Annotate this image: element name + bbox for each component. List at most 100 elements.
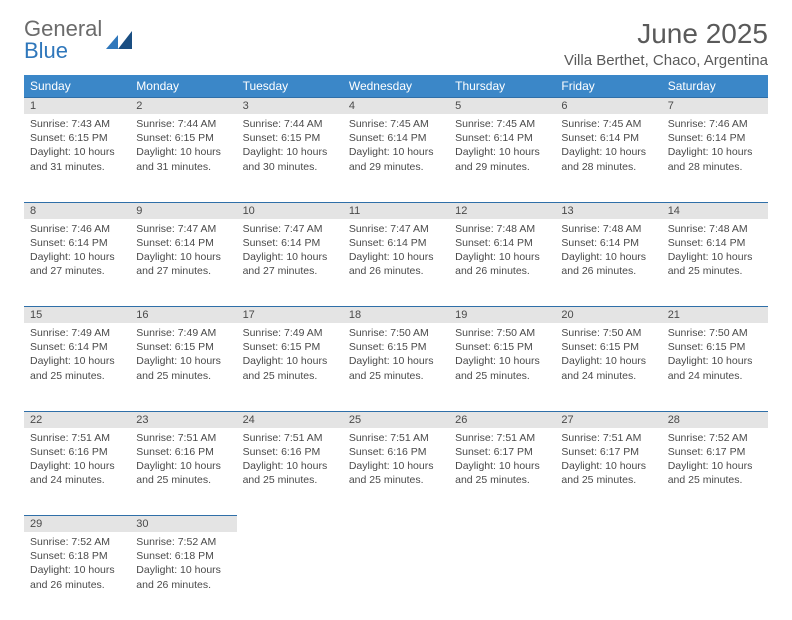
day-detail-cell: Sunrise: 7:44 AMSunset: 6:15 PMDaylight:… bbox=[130, 114, 236, 202]
sunrise-line: Sunrise: 7:47 AM bbox=[136, 222, 230, 236]
daylight-line: Daylight: 10 hours and 30 minutes. bbox=[243, 145, 337, 173]
sunrise-line: Sunrise: 7:52 AM bbox=[668, 431, 762, 445]
day-number-cell: 29 bbox=[24, 516, 130, 533]
day-detail-row: Sunrise: 7:46 AMSunset: 6:14 PMDaylight:… bbox=[24, 219, 768, 307]
day-detail-cell: Sunrise: 7:49 AMSunset: 6:15 PMDaylight:… bbox=[237, 323, 343, 411]
sunset-line: Sunset: 6:14 PM bbox=[243, 236, 337, 250]
sunset-line: Sunset: 6:14 PM bbox=[30, 340, 124, 354]
sunset-line: Sunset: 6:15 PM bbox=[349, 340, 443, 354]
sunrise-line: Sunrise: 7:51 AM bbox=[561, 431, 655, 445]
weekday-header: Saturday bbox=[662, 75, 768, 98]
day-number-cell: 12 bbox=[449, 202, 555, 219]
day-number-cell: 3 bbox=[237, 98, 343, 115]
day-number-cell: 14 bbox=[662, 202, 768, 219]
day-number-cell bbox=[662, 516, 768, 533]
daylight-line: Daylight: 10 hours and 26 minutes. bbox=[349, 250, 443, 278]
daylight-line: Daylight: 10 hours and 24 minutes. bbox=[668, 354, 762, 382]
weekday-header: Friday bbox=[555, 75, 661, 98]
day-detail-cell: Sunrise: 7:46 AMSunset: 6:14 PMDaylight:… bbox=[662, 114, 768, 202]
day-detail-cell: Sunrise: 7:47 AMSunset: 6:14 PMDaylight:… bbox=[130, 219, 236, 307]
daylight-line: Daylight: 10 hours and 25 minutes. bbox=[349, 459, 443, 487]
daylight-line: Daylight: 10 hours and 25 minutes. bbox=[30, 354, 124, 382]
daylight-line: Daylight: 10 hours and 25 minutes. bbox=[668, 459, 762, 487]
sunset-line: Sunset: 6:15 PM bbox=[561, 340, 655, 354]
day-detail-row: Sunrise: 7:49 AMSunset: 6:14 PMDaylight:… bbox=[24, 323, 768, 411]
day-detail-cell: Sunrise: 7:50 AMSunset: 6:15 PMDaylight:… bbox=[449, 323, 555, 411]
sunset-line: Sunset: 6:14 PM bbox=[455, 131, 549, 145]
sunset-line: Sunset: 6:15 PM bbox=[136, 131, 230, 145]
day-detail-cell: Sunrise: 7:50 AMSunset: 6:15 PMDaylight:… bbox=[343, 323, 449, 411]
day-detail-cell bbox=[237, 532, 343, 620]
day-detail-cell: Sunrise: 7:46 AMSunset: 6:14 PMDaylight:… bbox=[24, 219, 130, 307]
sunset-line: Sunset: 6:15 PM bbox=[243, 340, 337, 354]
day-detail-cell: Sunrise: 7:51 AMSunset: 6:16 PMDaylight:… bbox=[237, 428, 343, 516]
day-detail-cell: Sunrise: 7:49 AMSunset: 6:14 PMDaylight:… bbox=[24, 323, 130, 411]
sunset-line: Sunset: 6:16 PM bbox=[30, 445, 124, 459]
daylight-line: Daylight: 10 hours and 25 minutes. bbox=[136, 354, 230, 382]
location-subtitle: Villa Berthet, Chaco, Argentina bbox=[564, 52, 768, 69]
daylight-line: Daylight: 10 hours and 26 minutes. bbox=[30, 563, 124, 591]
day-number-cell: 9 bbox=[130, 202, 236, 219]
day-number-cell: 28 bbox=[662, 411, 768, 428]
day-number-cell: 22 bbox=[24, 411, 130, 428]
day-number-cell: 16 bbox=[130, 307, 236, 324]
daylight-line: Daylight: 10 hours and 25 minutes. bbox=[455, 459, 549, 487]
sunset-line: Sunset: 6:15 PM bbox=[243, 131, 337, 145]
sunset-line: Sunset: 6:14 PM bbox=[136, 236, 230, 250]
sunset-line: Sunset: 6:16 PM bbox=[136, 445, 230, 459]
day-number-cell: 24 bbox=[237, 411, 343, 428]
sunset-line: Sunset: 6:16 PM bbox=[243, 445, 337, 459]
sunset-line: Sunset: 6:17 PM bbox=[668, 445, 762, 459]
daylight-line: Daylight: 10 hours and 25 minutes. bbox=[243, 354, 337, 382]
day-detail-cell: Sunrise: 7:50 AMSunset: 6:15 PMDaylight:… bbox=[662, 323, 768, 411]
sunrise-line: Sunrise: 7:47 AM bbox=[243, 222, 337, 236]
sunrise-line: Sunrise: 7:48 AM bbox=[668, 222, 762, 236]
day-number-cell: 11 bbox=[343, 202, 449, 219]
day-detail-cell: Sunrise: 7:52 AMSunset: 6:17 PMDaylight:… bbox=[662, 428, 768, 516]
sunrise-line: Sunrise: 7:48 AM bbox=[455, 222, 549, 236]
day-detail-cell: Sunrise: 7:48 AMSunset: 6:14 PMDaylight:… bbox=[662, 219, 768, 307]
day-number-cell: 18 bbox=[343, 307, 449, 324]
sunrise-line: Sunrise: 7:45 AM bbox=[561, 117, 655, 131]
day-detail-cell: Sunrise: 7:45 AMSunset: 6:14 PMDaylight:… bbox=[449, 114, 555, 202]
sunset-line: Sunset: 6:15 PM bbox=[668, 340, 762, 354]
day-number-cell: 4 bbox=[343, 98, 449, 115]
sunrise-line: Sunrise: 7:51 AM bbox=[243, 431, 337, 445]
day-number-cell bbox=[555, 516, 661, 533]
day-detail-row: Sunrise: 7:43 AMSunset: 6:15 PMDaylight:… bbox=[24, 114, 768, 202]
day-number-cell: 20 bbox=[555, 307, 661, 324]
weekday-header: Tuesday bbox=[237, 75, 343, 98]
sunrise-line: Sunrise: 7:43 AM bbox=[30, 117, 124, 131]
daylight-line: Daylight: 10 hours and 25 minutes. bbox=[668, 250, 762, 278]
title-block: June 2025 Villa Berthet, Chaco, Argentin… bbox=[564, 18, 768, 69]
sunset-line: Sunset: 6:18 PM bbox=[136, 549, 230, 563]
sunrise-line: Sunrise: 7:50 AM bbox=[349, 326, 443, 340]
day-number-row: 2930 bbox=[24, 516, 768, 533]
daylight-line: Daylight: 10 hours and 25 minutes. bbox=[349, 354, 443, 382]
sunrise-line: Sunrise: 7:49 AM bbox=[136, 326, 230, 340]
daylight-line: Daylight: 10 hours and 29 minutes. bbox=[455, 145, 549, 173]
daylight-line: Daylight: 10 hours and 24 minutes. bbox=[561, 354, 655, 382]
day-detail-cell: Sunrise: 7:51 AMSunset: 6:16 PMDaylight:… bbox=[343, 428, 449, 516]
day-number-cell: 15 bbox=[24, 307, 130, 324]
sunrise-line: Sunrise: 7:51 AM bbox=[455, 431, 549, 445]
sunset-line: Sunset: 6:18 PM bbox=[30, 549, 124, 563]
daylight-line: Daylight: 10 hours and 28 minutes. bbox=[561, 145, 655, 173]
sunrise-line: Sunrise: 7:49 AM bbox=[243, 326, 337, 340]
logo-text: General Blue bbox=[24, 18, 102, 62]
day-number-cell bbox=[449, 516, 555, 533]
sunrise-line: Sunrise: 7:44 AM bbox=[136, 117, 230, 131]
weekday-header: Monday bbox=[130, 75, 236, 98]
logo-flag-icon bbox=[106, 31, 132, 49]
day-detail-cell: Sunrise: 7:52 AMSunset: 6:18 PMDaylight:… bbox=[130, 532, 236, 620]
day-detail-cell: Sunrise: 7:51 AMSunset: 6:16 PMDaylight:… bbox=[130, 428, 236, 516]
logo-text-2: Blue bbox=[24, 38, 68, 63]
day-number-cell: 5 bbox=[449, 98, 555, 115]
day-detail-cell bbox=[449, 532, 555, 620]
daylight-line: Daylight: 10 hours and 31 minutes. bbox=[136, 145, 230, 173]
daylight-line: Daylight: 10 hours and 29 minutes. bbox=[349, 145, 443, 173]
day-number-cell: 23 bbox=[130, 411, 236, 428]
day-number-cell bbox=[237, 516, 343, 533]
sunset-line: Sunset: 6:17 PM bbox=[561, 445, 655, 459]
sunset-line: Sunset: 6:14 PM bbox=[349, 236, 443, 250]
